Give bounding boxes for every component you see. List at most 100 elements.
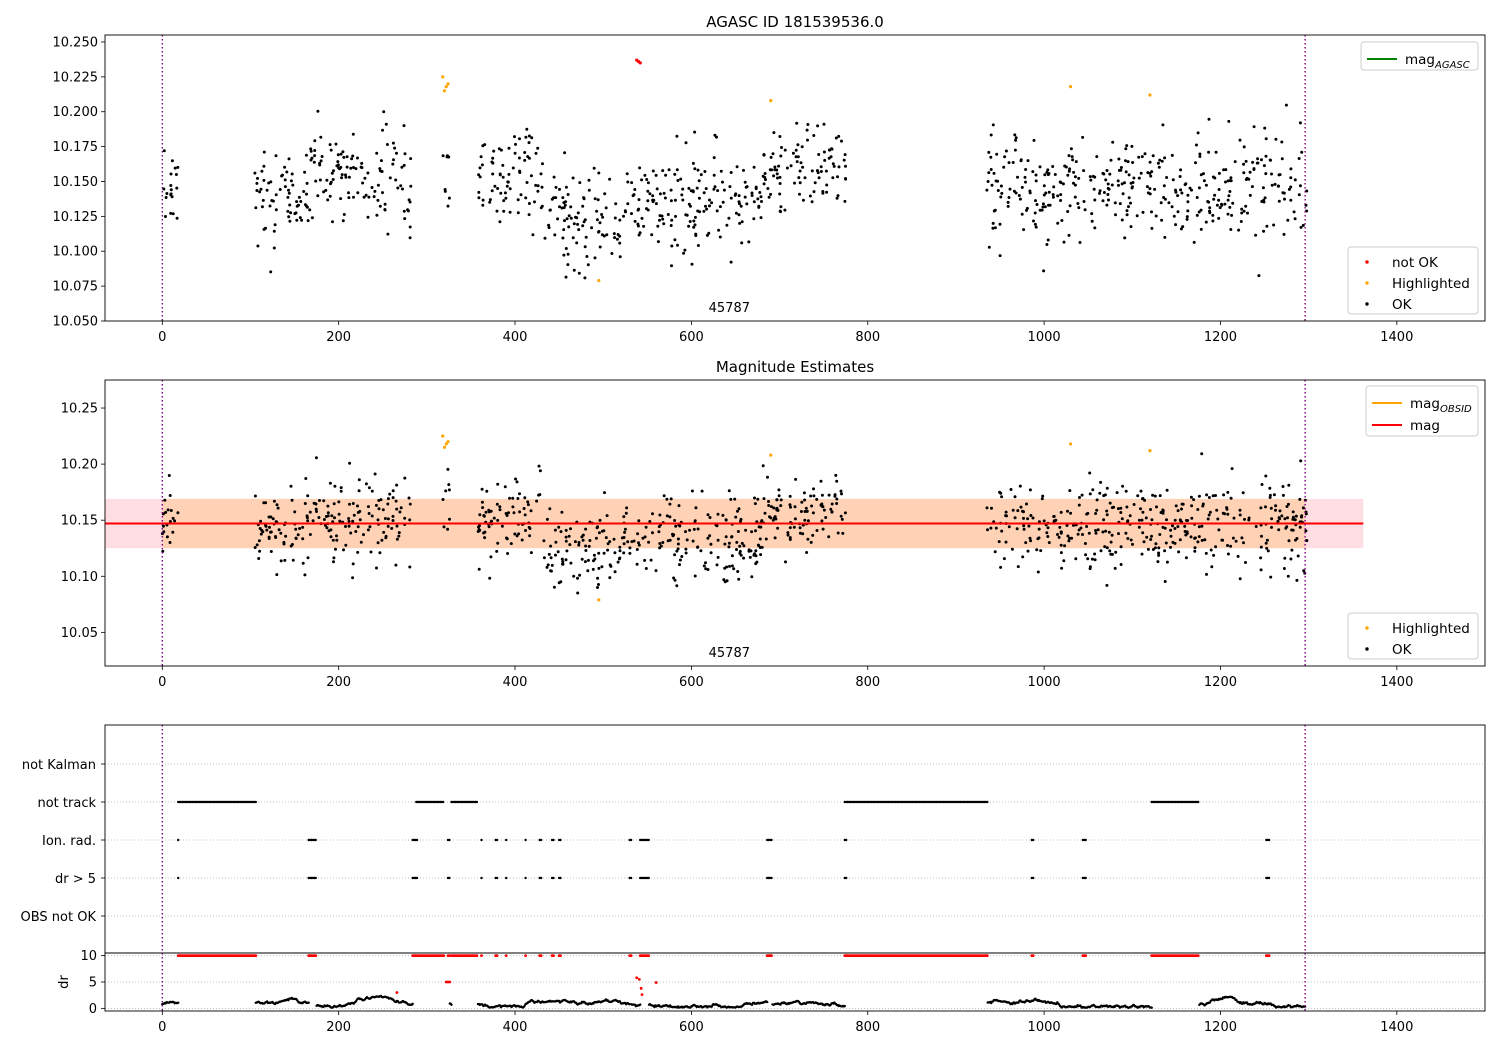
ok-point	[483, 143, 487, 147]
ok-point	[1129, 538, 1133, 542]
ok-point	[694, 232, 698, 236]
ok-point	[612, 537, 616, 541]
ok-point	[569, 561, 573, 565]
ok-point	[602, 529, 606, 533]
ok-point	[351, 576, 355, 580]
ok-point	[1059, 181, 1063, 185]
ok-point	[1060, 566, 1064, 570]
ok-point	[1294, 514, 1298, 518]
ok-point	[989, 133, 993, 137]
ok-point	[712, 173, 716, 177]
ok-point	[300, 218, 304, 222]
ok-point	[592, 553, 596, 557]
ok-point	[554, 185, 558, 189]
flag-point	[552, 838, 555, 842]
ok-point	[1042, 184, 1046, 188]
ok-point	[162, 530, 166, 534]
ok-point	[1043, 205, 1047, 209]
legend-point-swatch	[1365, 302, 1369, 306]
highlighted-point	[441, 75, 445, 79]
ok-point	[1109, 540, 1113, 544]
flag-point	[505, 838, 508, 842]
ok-point	[1033, 222, 1037, 226]
ok-point	[325, 178, 329, 182]
ok-point	[383, 208, 387, 211]
ok-point	[757, 205, 761, 209]
ok-point	[658, 513, 662, 517]
ok-point	[1080, 493, 1084, 497]
ok-point	[623, 530, 627, 534]
ok-point	[1101, 171, 1105, 175]
ok-point	[1070, 155, 1074, 159]
ok-point	[1113, 201, 1117, 205]
ok-point	[564, 539, 568, 543]
ok-point	[372, 195, 376, 199]
ok-point	[843, 199, 847, 203]
ok-point	[1079, 526, 1083, 530]
ok-point	[1243, 517, 1246, 521]
ok-point	[481, 203, 485, 207]
ok-point	[523, 158, 527, 162]
ok-point	[696, 168, 700, 172]
ok-point	[708, 516, 712, 519]
ok-point	[592, 166, 596, 170]
ok-point	[337, 512, 341, 516]
ok-point	[576, 576, 579, 580]
ok-point	[542, 539, 546, 543]
ok-point	[1112, 505, 1116, 509]
ok-point	[1056, 194, 1060, 198]
ok-point	[649, 558, 653, 562]
ok-point	[717, 228, 721, 232]
ok-point	[1090, 557, 1094, 561]
ok-point	[329, 180, 333, 184]
ok-point	[1272, 493, 1276, 497]
ok-point	[1291, 510, 1295, 514]
ok-point	[1299, 225, 1303, 229]
ok-point	[1238, 508, 1242, 512]
ok-point	[1022, 527, 1026, 531]
ok-point	[788, 536, 792, 540]
ok-point	[638, 231, 642, 235]
highlighted-point	[769, 98, 773, 103]
ok-point	[1115, 491, 1119, 495]
ok-point	[170, 159, 174, 163]
ok-point	[1083, 208, 1087, 212]
ok-point	[1184, 556, 1188, 560]
ok-point	[529, 509, 533, 513]
ok-point	[1214, 150, 1218, 154]
ok-point	[495, 502, 499, 506]
ok-point	[523, 151, 527, 154]
ok-point	[825, 190, 829, 194]
ok-point	[1277, 199, 1281, 203]
ok-point	[832, 164, 836, 168]
ok-point	[801, 532, 805, 536]
ok-point	[1205, 493, 1209, 497]
ok-point	[834, 136, 838, 140]
ok-point	[306, 219, 310, 223]
ok-point	[1171, 178, 1175, 182]
ok-point	[483, 536, 487, 540]
ok-point	[537, 464, 541, 468]
ok-point	[708, 204, 711, 208]
ok-point	[993, 550, 997, 554]
ok-point	[753, 502, 757, 506]
ok-point	[713, 185, 717, 189]
ok-point	[1101, 530, 1105, 534]
ok-point	[1281, 493, 1285, 497]
ok-point	[704, 561, 707, 565]
ok-point	[598, 245, 602, 249]
ok-point	[756, 497, 760, 501]
ok-point	[1067, 169, 1071, 173]
highlighted-point	[446, 82, 450, 86]
flag-point	[845, 876, 848, 880]
ok-point	[772, 506, 776, 510]
ok-point	[1013, 516, 1017, 520]
ok-point	[1246, 211, 1249, 215]
ok-point	[651, 531, 654, 535]
ok-point	[1025, 208, 1028, 212]
ok-point	[775, 172, 779, 176]
dr-point	[177, 1001, 180, 1004]
ok-point	[1284, 526, 1288, 530]
ok-point	[536, 146, 540, 150]
